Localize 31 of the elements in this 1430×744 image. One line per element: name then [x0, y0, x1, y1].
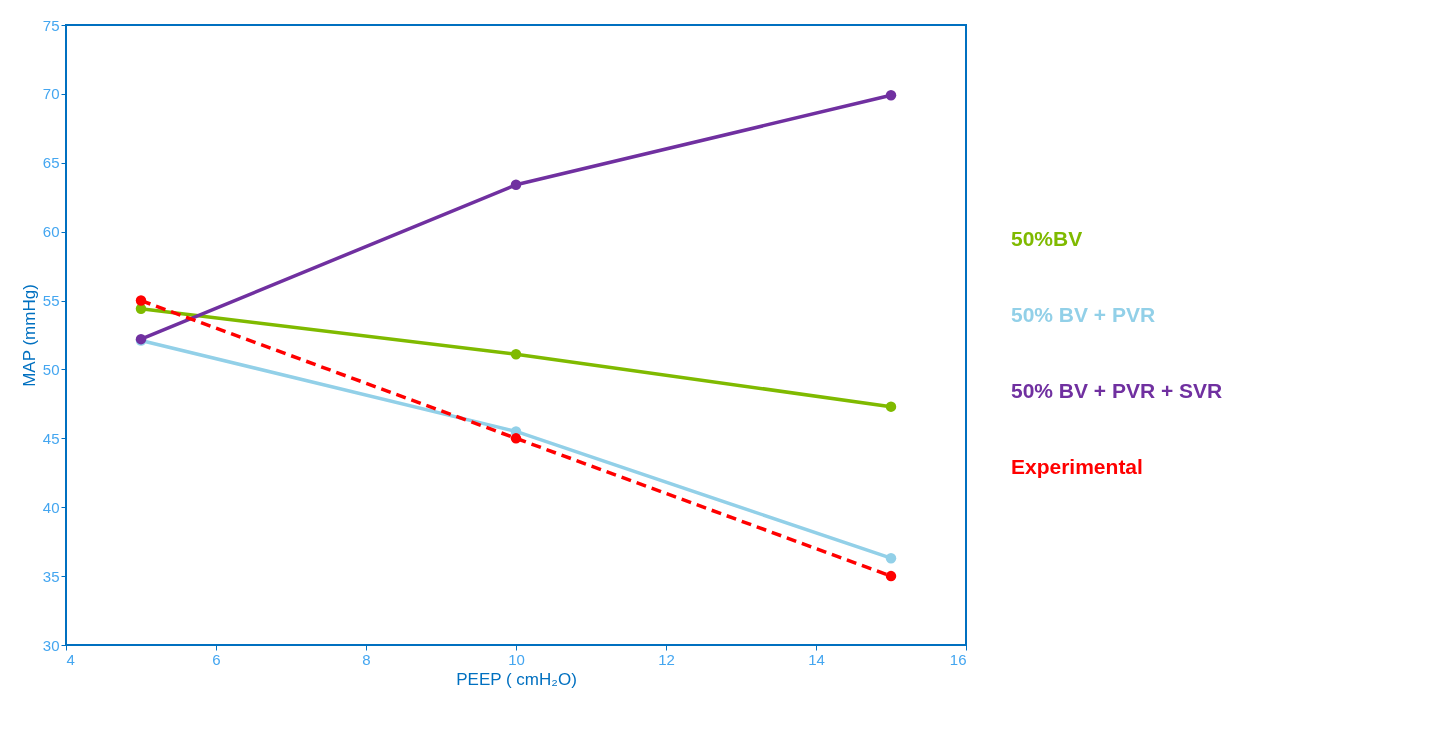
y-tick-label: 40 [42, 498, 60, 516]
x-tick-label: 8 [362, 650, 371, 668]
x-tick-label: 10 [508, 650, 525, 668]
y-tick-label: 75 [42, 16, 60, 34]
x-tick-label: 6 [212, 650, 221, 668]
y-tick-label: 55 [42, 292, 60, 310]
y-axis-title: MAP (mmHg) [19, 284, 39, 387]
x-tick-label: 12 [658, 650, 675, 668]
y-tick-label: 50 [42, 360, 60, 378]
text: 50% BV + PVR [1011, 303, 1156, 326]
x-axis-title: PEEP ( cmH₂O) [456, 669, 577, 689]
y-tick-label: 35 [42, 567, 60, 585]
text: 50% BV + PVR + SVR [1011, 379, 1223, 402]
point [510, 349, 522, 360]
text: 50%BV [1011, 227, 1083, 250]
text: Experimental [1011, 455, 1143, 478]
point [510, 433, 522, 444]
point [135, 295, 147, 306]
x-tick-label: 16 [949, 650, 967, 668]
point [885, 552, 897, 564]
x-tick-label: 14 [808, 650, 825, 668]
y-tick-label: 45 [42, 429, 60, 447]
point [885, 401, 897, 412]
point [510, 179, 522, 191]
point [885, 570, 897, 582]
y-tick-label: 70 [42, 85, 60, 103]
point [885, 90, 897, 101]
y-tick-label: 30 [42, 636, 60, 654]
y-tick-label: 65 [42, 154, 60, 172]
y-tick-label: 60 [42, 223, 60, 241]
x-tick-label: 4 [66, 650, 75, 668]
